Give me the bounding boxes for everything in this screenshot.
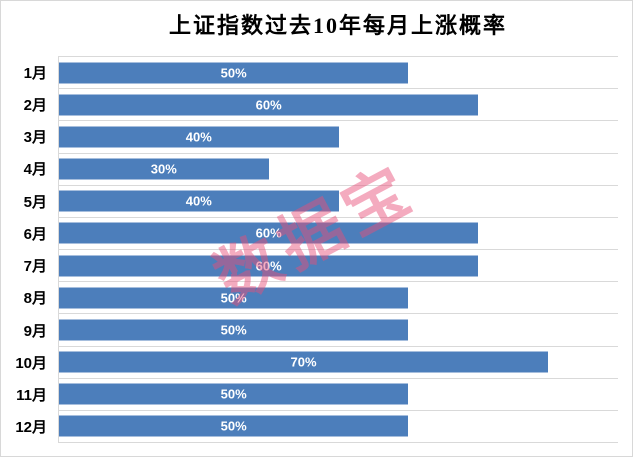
bar-feb: 60% (59, 94, 479, 116)
category-label-jul: 7月 (23, 258, 47, 276)
bar-sep: 50% (59, 319, 409, 341)
bar-value-label: 60% (255, 225, 282, 241)
category-label-sep: 9月 (23, 322, 47, 340)
category-label-may: 5月 (23, 193, 47, 211)
bar-value-label: 30% (150, 161, 177, 177)
category-axis: 1月 2月 3月 4月 5月 6月 7月 8月 9月 10月 11月 12月 (1, 56, 47, 443)
chart-title: 上证指数过去10年每月上涨概率 (168, 13, 507, 38)
bar-row: 40% (59, 121, 618, 154)
bar-value-label: 40% (185, 193, 212, 209)
bar-row: 30% (59, 154, 618, 186)
category-label-mar: 3月 (23, 129, 47, 147)
bar-jun: 60% (59, 222, 479, 244)
bar-aug: 50% (59, 287, 409, 309)
bar-may: 40% (59, 190, 339, 212)
plot-area: 50% 60% 40% 30% 40% 60% (58, 56, 618, 444)
bar-apr: 30% (59, 158, 269, 180)
bar-row: 60% (59, 89, 618, 122)
bar-value-label: 50% (220, 65, 247, 81)
bar-value-label: 50% (220, 290, 247, 306)
category-label-nov: 11月 (16, 387, 47, 405)
bar-row: 50% (59, 411, 618, 444)
category-label-aug: 8月 (23, 290, 47, 308)
bar-nov: 50% (59, 383, 409, 405)
category-label-oct: 10月 (15, 354, 47, 372)
bar-jan: 50% (59, 62, 409, 84)
category-label-jun: 6月 (23, 225, 47, 243)
bar-row: 60% (59, 250, 618, 283)
bar-dec: 50% (59, 415, 409, 437)
bar-row: 50% (59, 282, 618, 315)
bar-row: 50% (59, 314, 618, 347)
bar-value-label: 50% (220, 322, 247, 338)
bar-row: 60% (59, 218, 618, 251)
bar-row: 50% (59, 379, 618, 411)
category-label-feb: 2月 (23, 96, 47, 114)
bar-value-label: 60% (255, 258, 282, 274)
bar-value-label: 70% (290, 354, 317, 370)
bar-jul: 60% (59, 255, 479, 277)
bar-row: 50% (59, 57, 618, 90)
bar-value-label: 40% (185, 129, 212, 145)
bar-row: 70% (59, 347, 618, 379)
bar-value-label: 60% (255, 97, 282, 113)
bar-row: 40% (59, 186, 618, 218)
category-label-jan: 1月 (23, 64, 47, 82)
category-label-apr: 4月 (23, 161, 47, 179)
category-label-dec: 12月 (15, 419, 47, 437)
bar-oct: 70% (59, 351, 549, 373)
bar-mar: 40% (59, 126, 339, 148)
bar-value-label: 50% (220, 418, 247, 434)
bar-value-label: 50% (220, 386, 247, 402)
